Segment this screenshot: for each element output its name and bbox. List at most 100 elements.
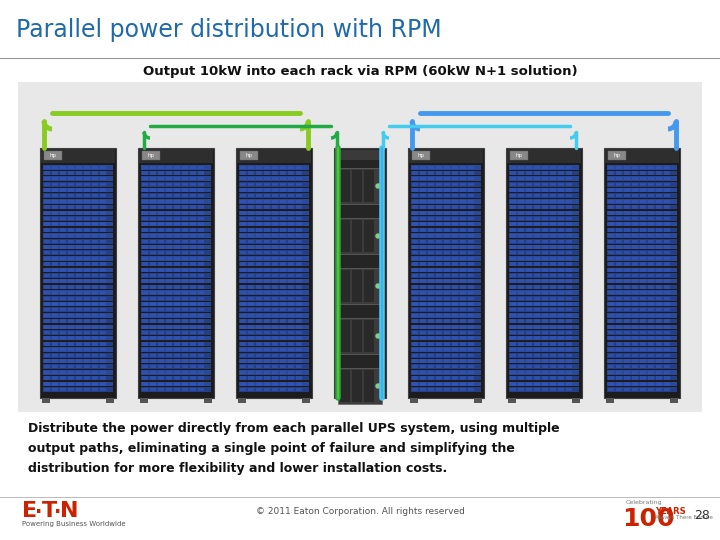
Bar bbox=[264, 256, 270, 260]
Bar bbox=[664, 256, 670, 260]
Bar bbox=[296, 314, 302, 317]
Bar bbox=[256, 308, 262, 312]
Bar bbox=[76, 342, 82, 346]
Bar bbox=[43, 313, 113, 318]
Bar bbox=[68, 280, 74, 283]
Bar bbox=[166, 354, 172, 357]
Bar bbox=[566, 359, 572, 363]
Bar bbox=[542, 291, 548, 294]
Bar bbox=[272, 234, 278, 238]
Bar bbox=[509, 353, 579, 357]
Bar bbox=[142, 151, 160, 160]
Bar bbox=[340, 370, 350, 402]
Bar bbox=[656, 234, 662, 238]
Bar bbox=[288, 359, 294, 363]
Bar bbox=[624, 222, 630, 226]
Bar bbox=[664, 245, 670, 249]
Bar bbox=[558, 336, 564, 340]
Bar bbox=[518, 177, 524, 180]
Bar bbox=[150, 183, 156, 186]
Bar bbox=[550, 296, 556, 300]
Bar bbox=[452, 177, 458, 180]
Bar bbox=[664, 314, 670, 317]
Bar bbox=[248, 183, 254, 186]
Bar bbox=[664, 274, 670, 278]
Bar bbox=[174, 183, 180, 186]
Bar bbox=[510, 365, 516, 368]
Bar bbox=[44, 268, 50, 272]
Bar bbox=[296, 171, 302, 175]
Bar bbox=[280, 280, 286, 283]
Bar bbox=[436, 217, 442, 220]
Bar bbox=[566, 171, 572, 175]
Bar bbox=[624, 285, 630, 289]
Bar bbox=[296, 165, 302, 169]
Bar bbox=[420, 376, 426, 380]
Bar bbox=[150, 222, 156, 226]
Bar bbox=[542, 234, 548, 238]
Bar bbox=[288, 222, 294, 226]
Bar bbox=[240, 382, 246, 386]
Bar bbox=[239, 330, 309, 335]
Bar bbox=[256, 251, 262, 254]
Bar bbox=[239, 370, 309, 375]
Bar bbox=[412, 234, 418, 238]
Bar bbox=[534, 291, 540, 294]
Bar bbox=[44, 211, 50, 214]
Bar bbox=[239, 239, 309, 244]
Bar bbox=[158, 262, 164, 266]
Bar bbox=[44, 256, 50, 260]
Bar bbox=[296, 228, 302, 232]
Bar bbox=[542, 222, 548, 226]
Bar bbox=[256, 188, 262, 192]
Bar bbox=[468, 165, 474, 169]
Bar bbox=[44, 177, 50, 180]
Bar bbox=[272, 285, 278, 289]
Bar bbox=[76, 205, 82, 209]
Bar bbox=[158, 240, 164, 243]
Bar bbox=[52, 336, 58, 340]
Bar bbox=[150, 211, 156, 214]
Bar bbox=[84, 240, 90, 243]
Bar bbox=[468, 183, 474, 186]
Bar bbox=[296, 211, 302, 214]
Bar bbox=[616, 234, 622, 238]
Bar bbox=[52, 296, 58, 300]
Bar bbox=[150, 217, 156, 220]
Bar bbox=[141, 313, 211, 318]
Bar bbox=[452, 245, 458, 249]
Bar bbox=[264, 274, 270, 278]
Bar bbox=[288, 342, 294, 346]
Bar bbox=[664, 165, 670, 169]
Bar bbox=[664, 222, 670, 226]
Bar bbox=[518, 256, 524, 260]
Bar bbox=[624, 331, 630, 334]
Bar bbox=[52, 359, 58, 363]
Bar bbox=[44, 359, 50, 363]
Bar bbox=[656, 200, 662, 203]
Bar bbox=[518, 348, 524, 352]
Bar bbox=[248, 205, 254, 209]
Bar bbox=[412, 319, 418, 323]
Bar bbox=[68, 177, 74, 180]
Bar bbox=[190, 165, 196, 169]
Bar bbox=[648, 319, 654, 323]
Bar bbox=[150, 354, 156, 357]
Bar bbox=[558, 280, 564, 283]
Bar bbox=[84, 234, 90, 238]
Bar bbox=[52, 302, 58, 306]
Bar bbox=[296, 268, 302, 272]
Bar bbox=[648, 240, 654, 243]
Bar bbox=[474, 398, 482, 403]
Bar bbox=[534, 256, 540, 260]
Bar bbox=[264, 314, 270, 317]
Bar bbox=[670, 398, 678, 403]
Bar bbox=[44, 336, 50, 340]
Bar bbox=[468, 245, 474, 249]
Bar bbox=[420, 308, 426, 312]
Bar bbox=[518, 382, 524, 386]
Bar bbox=[92, 234, 98, 238]
Bar bbox=[648, 200, 654, 203]
Bar bbox=[240, 285, 246, 289]
Bar bbox=[256, 165, 262, 169]
